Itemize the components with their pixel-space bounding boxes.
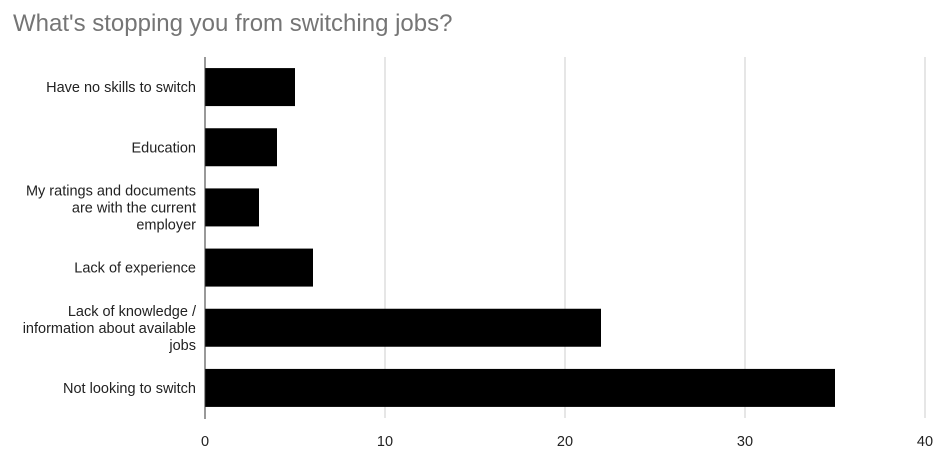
- x-tick-label: 10: [377, 434, 393, 450]
- category-labels: Have no skills to switch Education My rati…: [23, 80, 197, 397]
- x-tick-label: 40: [917, 434, 933, 450]
- bar: [205, 308, 601, 347]
- category-label: My ratings and documents are with the cur…: [26, 183, 196, 233]
- category-label: Lack of experience: [74, 261, 196, 277]
- category-label-line: My ratings and documents: [26, 183, 196, 199]
- category-label: Not looking to switch: [63, 381, 196, 397]
- grid-lines: [384, 57, 926, 418]
- category-label-line: Lack of experience: [74, 261, 196, 277]
- bar: [205, 128, 277, 167]
- chart-title: What's stopping you from switching jobs?: [13, 10, 453, 37]
- x-tick-label: 20: [557, 434, 573, 450]
- x-tick-labels: 0 10 20 30 40: [201, 434, 933, 450]
- category-label-line: Not looking to switch: [63, 381, 196, 397]
- category-label-line: are with the current: [72, 200, 196, 216]
- category-label-line: employer: [136, 217, 196, 233]
- x-tick-label: 30: [737, 434, 753, 450]
- category-label: Lack of knowledge / information about ava…: [23, 304, 197, 354]
- bar: [205, 248, 313, 287]
- bar: [205, 68, 295, 107]
- bars: [205, 68, 835, 407]
- x-tick-label: 0: [201, 434, 209, 450]
- category-label: Have no skills to switch: [46, 80, 196, 96]
- bar: [205, 188, 259, 227]
- category-label: Education: [132, 140, 197, 156]
- category-label-line: Education: [132, 140, 197, 156]
- category-label-line: Have no skills to switch: [46, 80, 196, 96]
- bar: [205, 368, 835, 407]
- category-label-line: information about available: [23, 321, 196, 337]
- category-label-line: Lack of knowledge /: [68, 304, 197, 320]
- category-label-line: jobs: [168, 338, 196, 354]
